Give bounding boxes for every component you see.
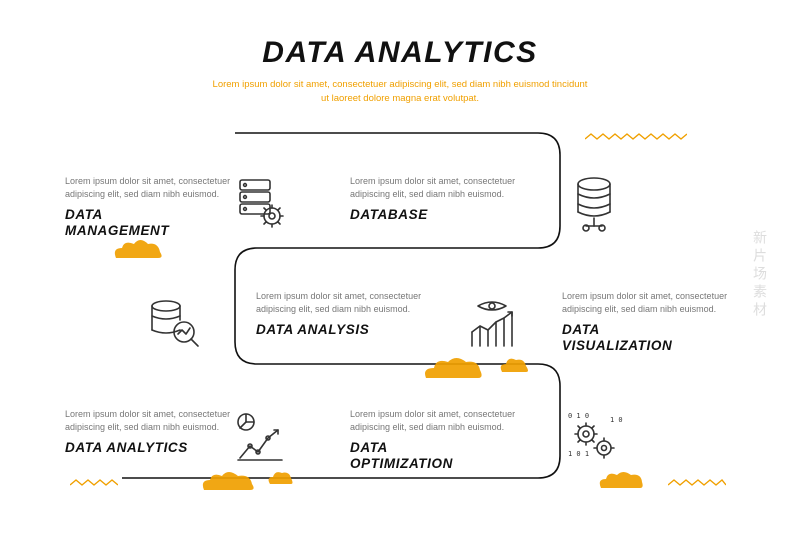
cloud-blob bbox=[200, 470, 256, 490]
item-label: DATAVISUALIZATION bbox=[562, 322, 737, 353]
eye-chart-icon bbox=[460, 292, 524, 356]
item-desc: Lorem ipsum dolor sit amet, consectetuer… bbox=[562, 290, 737, 316]
database-stack-icon bbox=[562, 172, 626, 236]
cloud-blob bbox=[422, 356, 484, 378]
server-gear-icon bbox=[228, 172, 292, 236]
pie-line-icon bbox=[228, 406, 292, 470]
item-desc: Lorem ipsum dolor sit amet, consectetuer… bbox=[65, 175, 240, 201]
item-database: Lorem ipsum dolor sit amet, consectetuer… bbox=[350, 175, 525, 223]
cloud-blob bbox=[500, 356, 530, 372]
svg-text:0 1 0: 0 1 0 bbox=[568, 412, 589, 420]
item-desc: Lorem ipsum dolor sit amet, consectetuer… bbox=[256, 290, 431, 316]
item-label: DATA ANALYTICS bbox=[65, 440, 240, 456]
zigzag-accent bbox=[585, 128, 687, 136]
item-label: DATABASE bbox=[350, 207, 525, 223]
item-desc: Lorem ipsum dolor sit amet, consectetuer… bbox=[350, 175, 525, 201]
gears-bits-icon: 0 1 0 1 0 1 1 0 bbox=[562, 406, 626, 470]
zigzag-accent bbox=[70, 474, 118, 482]
svg-text:1 0 1: 1 0 1 bbox=[568, 450, 589, 458]
svg-text:1 0: 1 0 bbox=[610, 416, 623, 424]
item-data-analysis: Lorem ipsum dolor sit amet, consectetuer… bbox=[256, 290, 431, 338]
item-data-analytics: Lorem ipsum dolor sit amet, consectetuer… bbox=[65, 408, 240, 456]
cloud-blob bbox=[112, 238, 164, 258]
item-label: DATA ANALYSIS bbox=[256, 322, 431, 338]
item-desc: Lorem ipsum dolor sit amet, consectetuer… bbox=[65, 408, 240, 434]
zigzag-accent bbox=[668, 474, 726, 482]
item-desc: Lorem ipsum dolor sit amet, consectetuer… bbox=[350, 408, 525, 434]
item-data-optimization: Lorem ipsum dolor sit amet, consectetuer… bbox=[350, 408, 525, 471]
item-label: DATAOPTIMIZATION bbox=[350, 440, 525, 471]
cloud-blob bbox=[268, 470, 294, 484]
item-data-visualization: Lorem ipsum dolor sit amet, consectetuer… bbox=[562, 290, 737, 353]
db-magnify-icon bbox=[142, 292, 206, 356]
item-label: DATAMANAGEMENT bbox=[65, 207, 240, 238]
item-data-management: Lorem ipsum dolor sit amet, consectetuer… bbox=[65, 175, 240, 238]
cloud-blob bbox=[598, 470, 644, 488]
